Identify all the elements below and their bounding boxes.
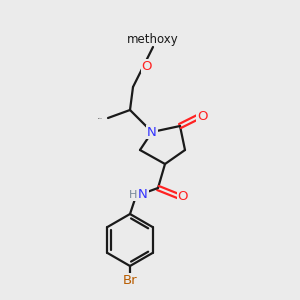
Text: methoxy: methoxy <box>154 44 160 46</box>
Text: Br: Br <box>123 274 137 286</box>
Text: H: H <box>129 190 137 200</box>
Text: methyl: methyl <box>98 117 102 119</box>
Text: methoxy: methoxy <box>153 44 159 45</box>
Text: O: O <box>197 110 207 122</box>
Text: O: O <box>178 190 188 202</box>
Text: methoxy: methoxy <box>127 32 179 46</box>
Text: N: N <box>138 188 148 202</box>
Text: O: O <box>142 59 152 73</box>
Text: N: N <box>147 125 157 139</box>
